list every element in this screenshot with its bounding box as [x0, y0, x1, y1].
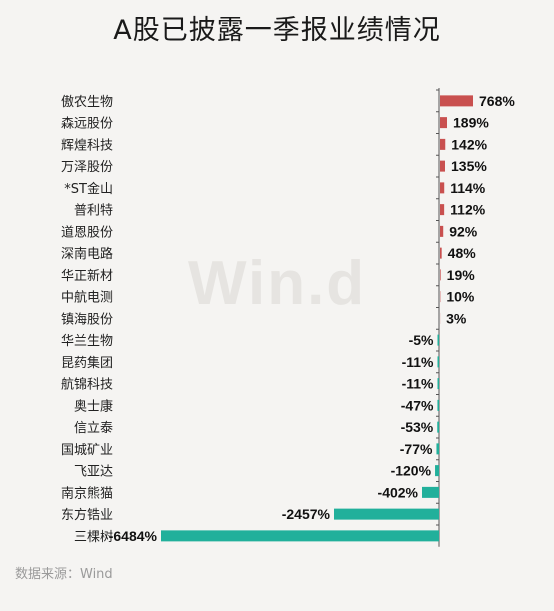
category-label: 傲农生物	[61, 95, 113, 110]
wind-watermark: Win.d	[188, 249, 367, 318]
data-label: -77%	[400, 441, 433, 457]
bar-negative	[437, 399, 439, 411]
data-label: 114%	[450, 180, 486, 196]
category-label: 深南电路	[61, 246, 113, 262]
category-label: 航锦科技	[61, 377, 113, 393]
category-label: 中航电测	[61, 290, 113, 306]
category-label: 森远股份	[61, 117, 113, 132]
bar-positive	[440, 247, 442, 259]
data-label: -6484%	[109, 528, 158, 544]
category-label: 华兰生物	[61, 334, 113, 349]
category-label: *ST金山	[64, 181, 113, 197]
data-label: 135%	[451, 158, 487, 174]
data-label: 48%	[448, 245, 477, 261]
category-label: 东方锆业	[61, 507, 113, 523]
data-source-note: 数据来源：Wind	[15, 567, 113, 582]
bar-positive	[440, 182, 445, 194]
data-label: -402%	[378, 484, 419, 500]
category-label: 普利特	[74, 204, 113, 219]
data-label: 92%	[449, 223, 478, 239]
category-label: 飞亚达	[74, 465, 113, 480]
bar-positive	[440, 225, 444, 237]
data-label: 189%	[453, 115, 489, 131]
bar-negative	[161, 530, 439, 542]
data-label: 10%	[446, 289, 475, 305]
data-label: -11%	[402, 376, 434, 392]
bar-positive	[440, 117, 447, 129]
category-label: 三棵树	[74, 530, 113, 545]
bar-positive	[440, 269, 441, 281]
data-label: 112%	[450, 202, 486, 218]
bar-negative	[422, 486, 439, 498]
category-label: 万泽股份	[61, 160, 113, 175]
category-label: 信立泰	[74, 421, 113, 436]
bar-negative	[437, 356, 439, 368]
bar-positive	[440, 95, 473, 107]
data-label: 768%	[479, 93, 515, 109]
category-label: 昆药集团	[61, 355, 113, 371]
bar-negative	[435, 465, 439, 477]
data-label: -47%	[401, 397, 434, 413]
data-label: 142%	[451, 136, 487, 152]
category-label: 国城矿业	[61, 443, 113, 458]
data-label: -53%	[401, 419, 434, 435]
data-label: -120%	[391, 463, 432, 479]
category-label: 镇海股份	[61, 312, 113, 327]
category-label: 辉煌科技	[61, 138, 113, 153]
data-label: -5%	[409, 332, 434, 348]
chart-title: A股已披露一季报业绩情况	[113, 15, 441, 46]
bar-negative	[437, 334, 439, 346]
category-label: 南京熊猫	[61, 485, 113, 501]
bar-negative	[334, 508, 439, 520]
category-label: 华正新材	[61, 268, 113, 284]
bar-negative	[437, 421, 439, 433]
category-label: 道恩股份	[61, 225, 113, 240]
bar-negative	[437, 378, 439, 390]
bar-positive	[440, 204, 445, 216]
category-label: 奥士康	[74, 398, 113, 414]
data-label: 3%	[446, 310, 467, 326]
data-label: -2457%	[282, 506, 331, 522]
bar-positive	[440, 160, 445, 172]
bar-positive	[440, 138, 446, 150]
bar-negative	[436, 443, 439, 455]
data-label: -11%	[402, 354, 434, 370]
data-label: 19%	[447, 267, 476, 283]
